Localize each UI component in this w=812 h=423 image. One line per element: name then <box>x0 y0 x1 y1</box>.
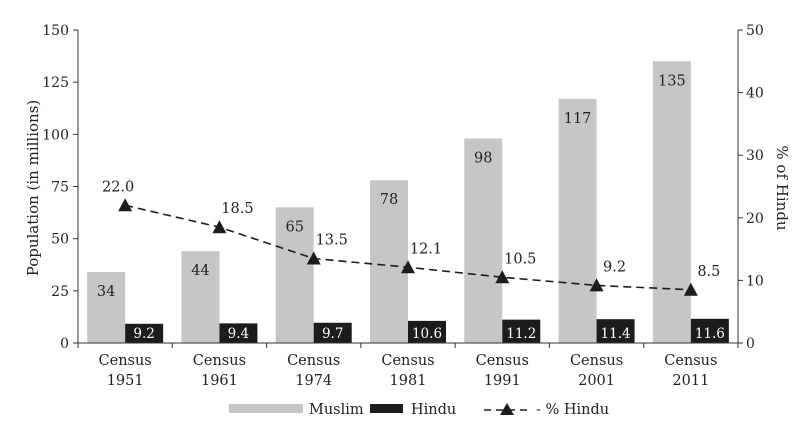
y-tick-label: 100 <box>42 127 69 143</box>
legend-hindu-swatch <box>370 404 403 413</box>
pct-hindu-marker <box>118 198 133 212</box>
pct-hindu-value-label: 12.1 <box>410 241 442 257</box>
x-tick-label: 2011 <box>672 373 709 389</box>
muslim-value-label: 44 <box>191 263 209 279</box>
legend-pct-hindu-marker <box>500 403 514 415</box>
hindu-bar <box>502 319 541 343</box>
x-tick-label: 1981 <box>390 373 427 389</box>
bars-layer <box>87 61 729 344</box>
y2-tick-label: 30 <box>746 148 764 164</box>
hindu-value-label: 10.6 <box>412 326 442 342</box>
muslim-bar <box>275 207 314 343</box>
x-tick-label: Census <box>99 353 152 369</box>
muslim-value-label: 65 <box>285 219 303 235</box>
pct-hindu-value-label: 22.0 <box>102 179 134 195</box>
pct-hindu-marker <box>683 282 698 296</box>
pct-hindu-value-label: 8.5 <box>697 264 720 280</box>
y2-tick-label: 10 <box>746 273 764 289</box>
muslim-bar <box>181 251 220 343</box>
line-layer <box>118 198 698 296</box>
pct-hindu-value-label: 13.5 <box>316 232 348 248</box>
y-tick-label: 75 <box>51 180 69 196</box>
hindu-bar <box>125 323 164 343</box>
x-tick-label: Census <box>664 353 717 369</box>
hindu-value-label: 9.7 <box>322 326 343 342</box>
muslim-bar <box>87 272 126 343</box>
x-tick-label: 1991 <box>484 373 521 389</box>
y2-tick-label: 20 <box>746 211 764 227</box>
pct-hindu-marker <box>212 220 227 234</box>
x-tick-label: 1951 <box>107 373 144 389</box>
legend-pct-hindu-label: - % Hindu <box>536 402 609 418</box>
muslim-value-label: 98 <box>474 151 492 167</box>
x-tick-label: 1961 <box>201 373 238 389</box>
muslim-bar <box>558 98 597 343</box>
muslim-value-label: 34 <box>97 284 115 300</box>
x-tick-label: Census <box>287 353 340 369</box>
pct-hindu-marker <box>589 278 604 292</box>
y-tick-label: 125 <box>42 75 69 91</box>
pct-hindu-value-label: 9.2 <box>603 259 626 275</box>
hindu-value-label: 11.4 <box>601 326 631 342</box>
hindu-value-label: 9.4 <box>228 326 249 342</box>
muslim-value-label: 117 <box>564 111 592 127</box>
y2-tick-label: 50 <box>746 23 764 39</box>
legend-muslim-swatch <box>229 404 303 413</box>
hindu-bar <box>596 319 635 343</box>
y2-axis-title: % of Hindu <box>773 145 791 231</box>
labels-layer: 34 9.2 44 9.4 65 9.7 78 10.6 98 11.2 117 11.4 135 11.… <box>97 73 725 342</box>
pct-hindu-marker <box>495 270 510 284</box>
x-tick-label: Census <box>193 353 246 369</box>
hindu-value-label: 11.2 <box>506 326 536 342</box>
legend-muslim-label: Muslim <box>309 402 364 418</box>
y-tick-label: 150 <box>42 23 69 39</box>
y2-tick-label: 0 <box>746 336 755 352</box>
hindu-value-label: 9.2 <box>133 326 154 342</box>
pct-hindu-marker <box>401 260 415 274</box>
y-tick-label: 25 <box>51 284 69 300</box>
y-axis-title: Population (in millions) <box>24 100 42 277</box>
legend: Muslim Hindu - % Hindu <box>229 402 609 418</box>
y2-tick-label: 40 <box>746 86 764 102</box>
x-tick-label: Census <box>476 353 529 369</box>
hindu-bar <box>219 323 258 343</box>
y-tick-label: 0 <box>60 336 69 352</box>
legend-hindu-label: Hindu <box>411 402 456 418</box>
x-tick-label: Census <box>570 353 623 369</box>
hindu-value-label: 11.6 <box>695 326 725 342</box>
hindu-bar <box>313 322 352 343</box>
muslim-value-label: 135 <box>658 73 686 89</box>
x-tick-label: Census <box>381 353 434 369</box>
y-tick-label: 50 <box>51 232 69 248</box>
muslim-bar <box>370 180 408 343</box>
hindu-bar <box>690 318 729 343</box>
pct-hindu-value-label: 18.5 <box>221 201 253 217</box>
x-tick-label: 1974 <box>295 373 332 389</box>
muslim-bar <box>652 61 691 344</box>
muslim-value-label: 78 <box>380 192 398 208</box>
hindu-bar <box>408 320 446 343</box>
pct-hindu-marker <box>306 251 321 265</box>
axes-layer: 0 25 50 75 100 125 150 0 10 20 30 40 50 Census 1951 Cen… <box>42 23 764 389</box>
x-tick-label: 2001 <box>578 373 615 389</box>
pct-hindu-value-label: 10.5 <box>504 251 536 267</box>
muslim-bar <box>464 138 503 343</box>
